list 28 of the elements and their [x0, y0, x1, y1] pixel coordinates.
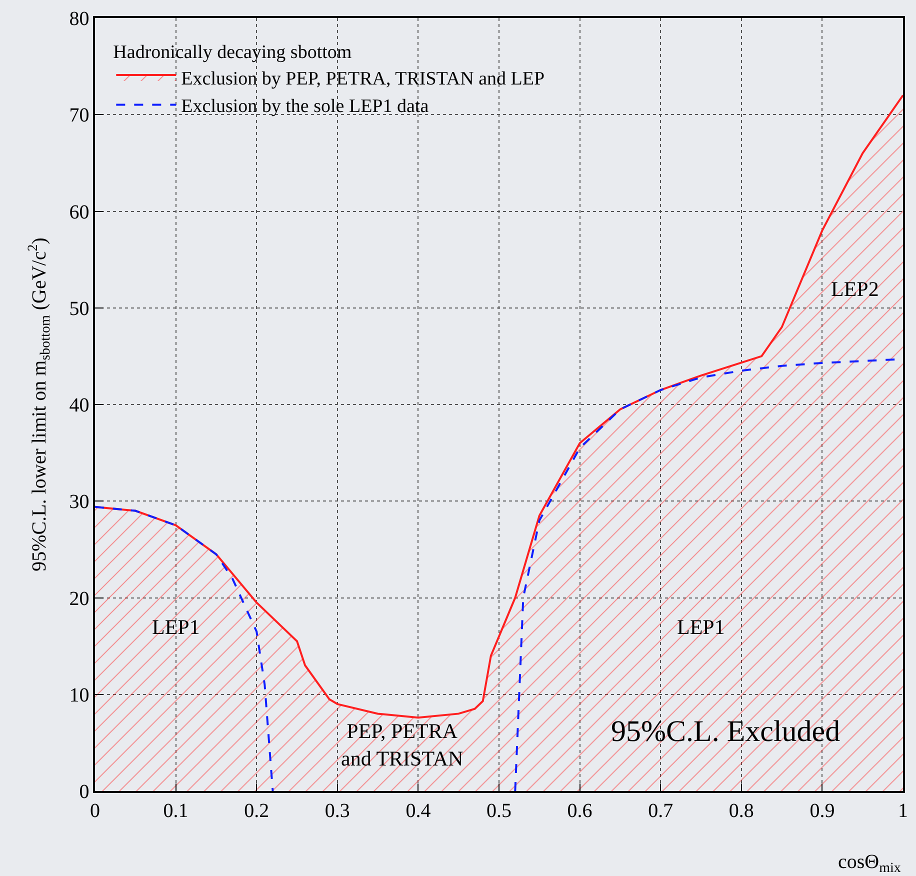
y-tick-label: 20: [69, 588, 90, 610]
legend-title: Hadronically decaying sbottom: [113, 42, 352, 64]
annotation: 95%C.L. Excluded: [611, 715, 840, 748]
x-tick-label: 0.5: [486, 800, 512, 822]
x-tick-label: 0.7: [648, 800, 674, 822]
x-tick-label: 1: [898, 800, 908, 822]
annotation: LEP1: [677, 615, 725, 639]
y-tick-label: 10: [69, 684, 90, 706]
y-tick-label: 60: [69, 201, 90, 224]
annotation: LEP2: [831, 277, 879, 301]
x-tick-label: 0.2: [244, 800, 270, 822]
y-tick-label: 70: [69, 104, 90, 127]
y-tick-label: 50: [69, 298, 90, 320]
y-tick-label: 30: [69, 491, 90, 514]
x-tick-label: 0.6: [567, 800, 592, 822]
x-tick-label: 0.8: [728, 800, 754, 822]
y-tick-label: 0: [79, 781, 90, 803]
annotation: PEP, PETRA and TRISTAN: [341, 719, 464, 770]
annotation: LEP1: [152, 615, 200, 639]
y-tick-label: 80: [69, 8, 90, 30]
x-tick-label: 0.9: [810, 800, 835, 822]
y-tick-label: 40: [69, 394, 90, 416]
x-axis-title: cosΘ$_{mix}$: [838, 851, 901, 876]
x-tick-label: 0.3: [324, 800, 350, 822]
legend-label: Exclusion by PEP, PETRA, TRISTAN and LEP: [181, 68, 545, 90]
x-tick-label: 0.4: [406, 800, 431, 822]
x-tick-label: 0.1: [163, 800, 188, 822]
legend-label: Exclusion by the sole LEP1 data: [181, 96, 430, 118]
